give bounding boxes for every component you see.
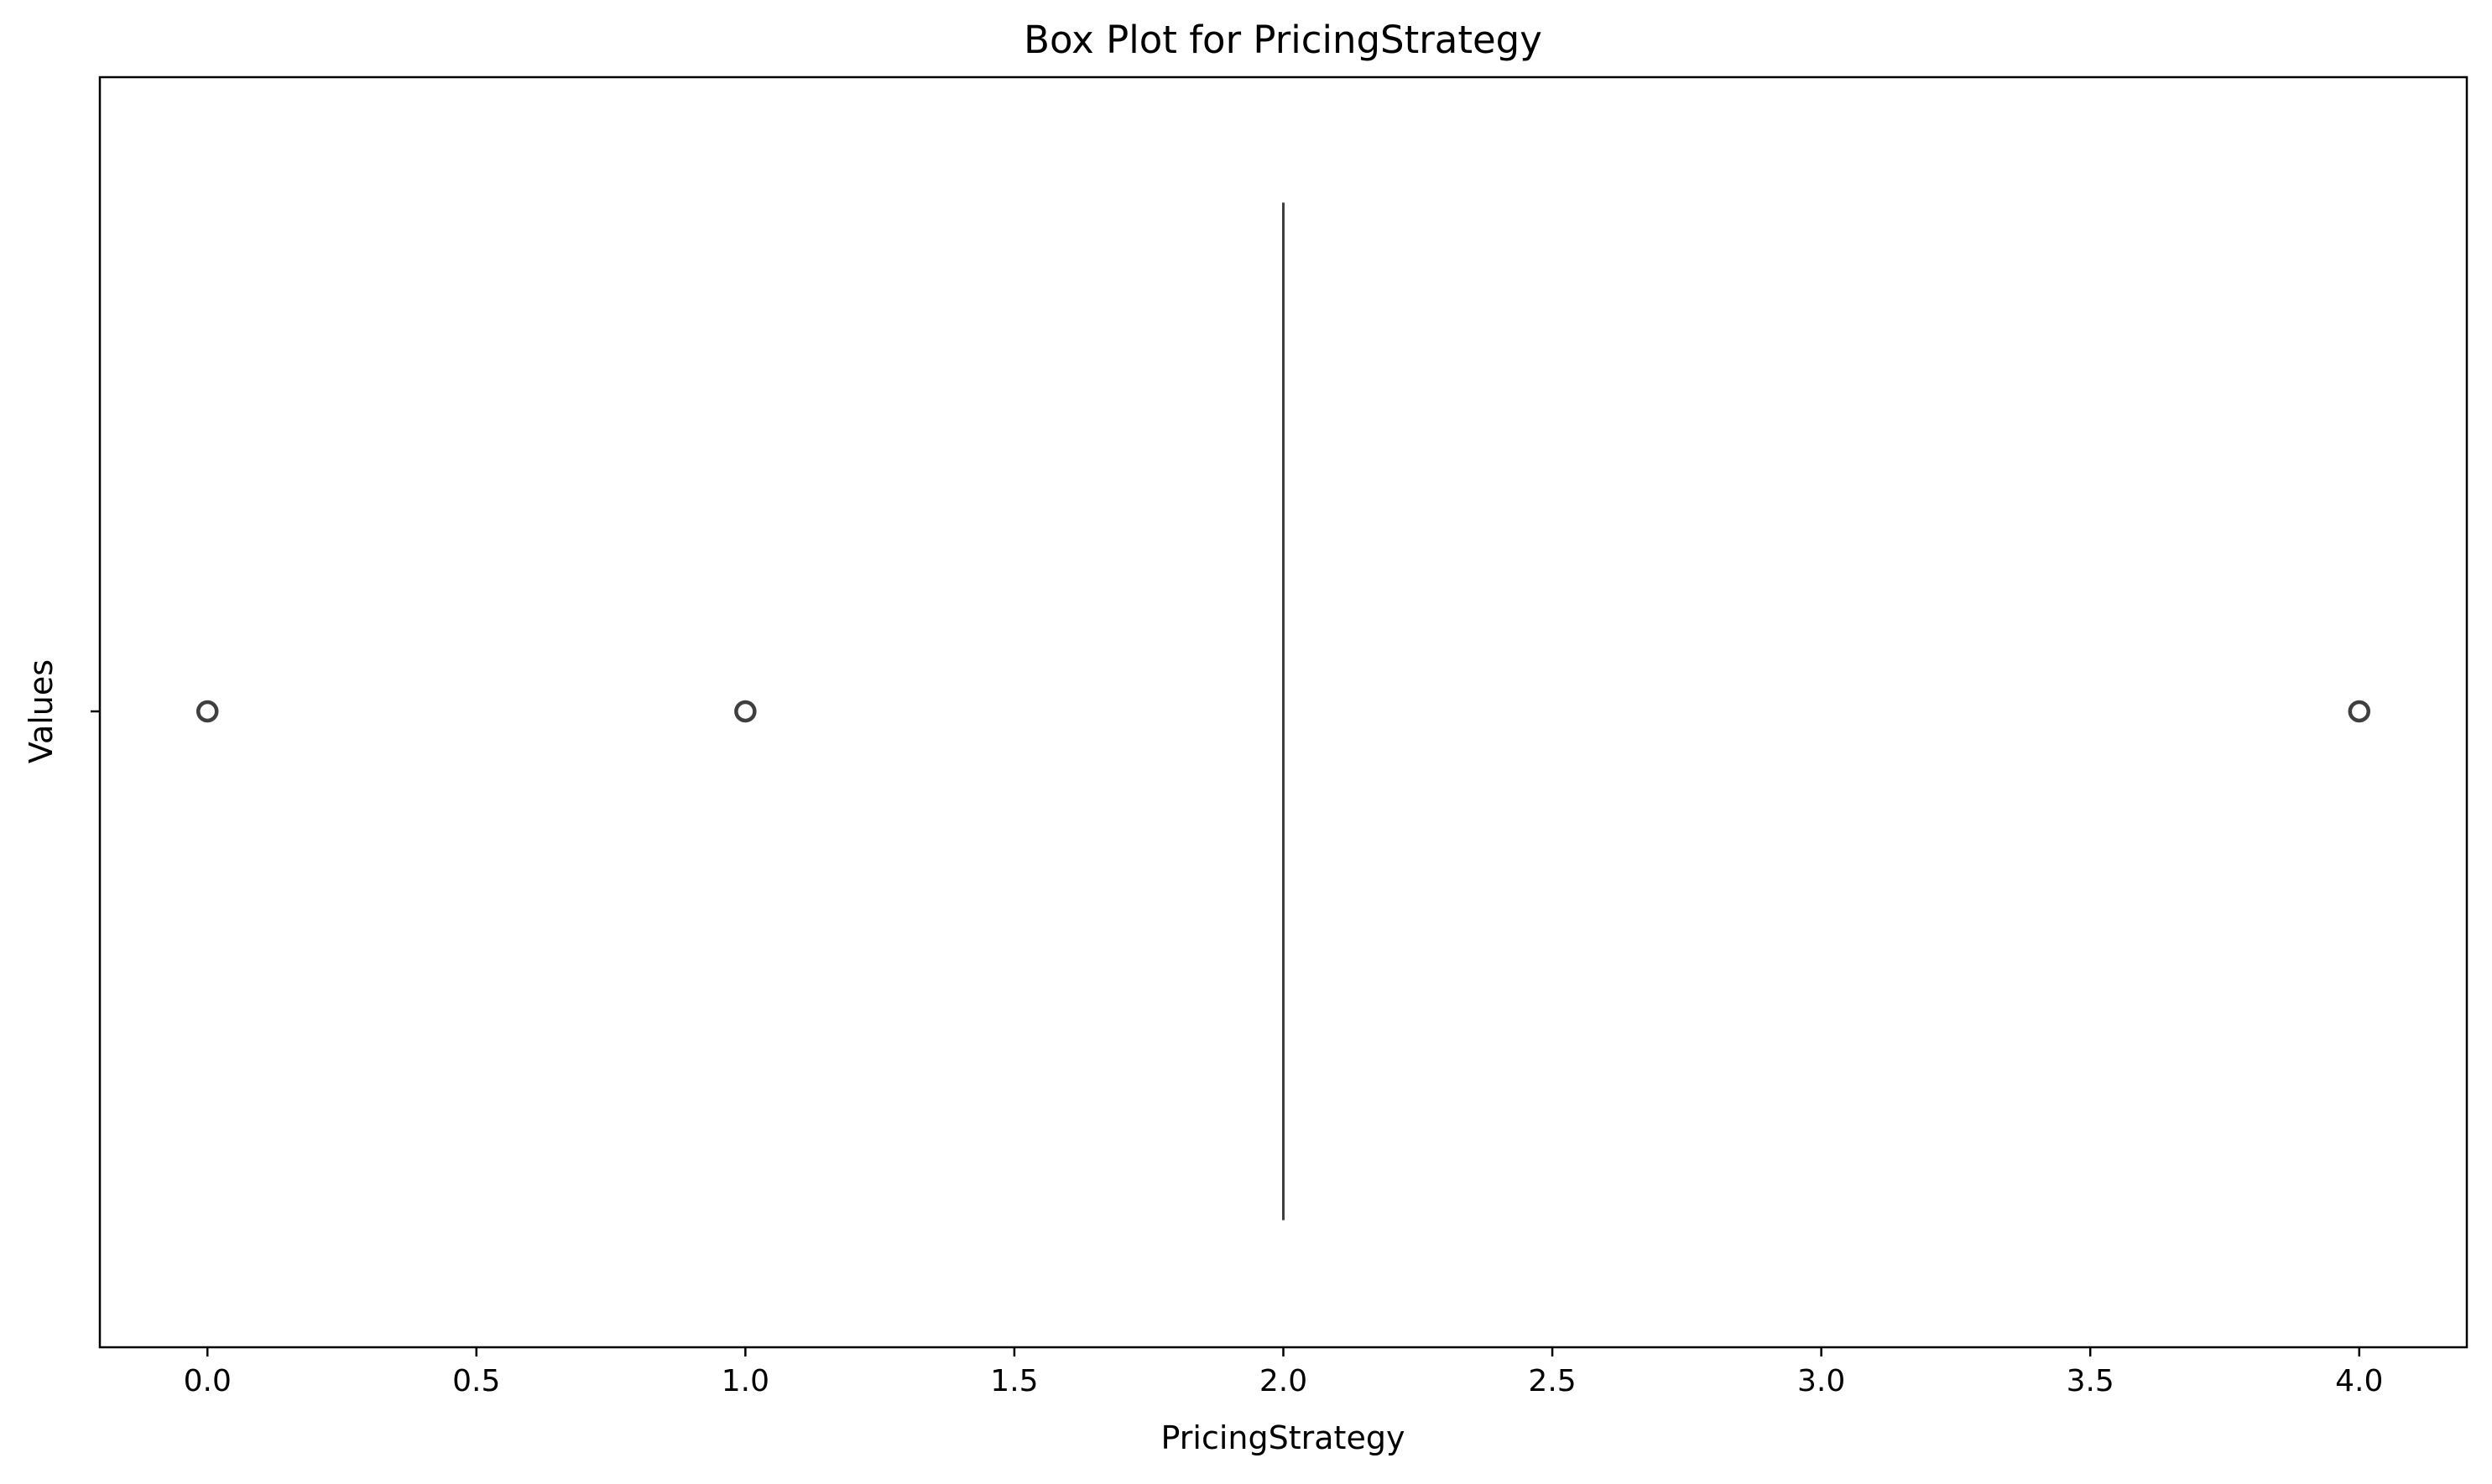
chart-title: Box Plot for PricingStrategy: [1024, 18, 1542, 62]
x-tick-label: 2.5: [1528, 1364, 1576, 1398]
x-axis-label: PricingStrategy: [1161, 1419, 1405, 1456]
x-tick-label: 1.5: [990, 1364, 1038, 1398]
x-tick-label: 3.5: [2067, 1364, 2114, 1398]
x-tick-label: 4.0: [2335, 1364, 2383, 1398]
y-axis-label: Values: [23, 659, 60, 763]
x-tick-label: 1.0: [722, 1364, 769, 1398]
x-tick-label: 3.0: [1797, 1364, 1845, 1398]
x-tick-label: 0.0: [184, 1364, 232, 1398]
x-tick-label: 0.5: [452, 1364, 500, 1398]
x-tick-label: 2.0: [1259, 1364, 1307, 1398]
